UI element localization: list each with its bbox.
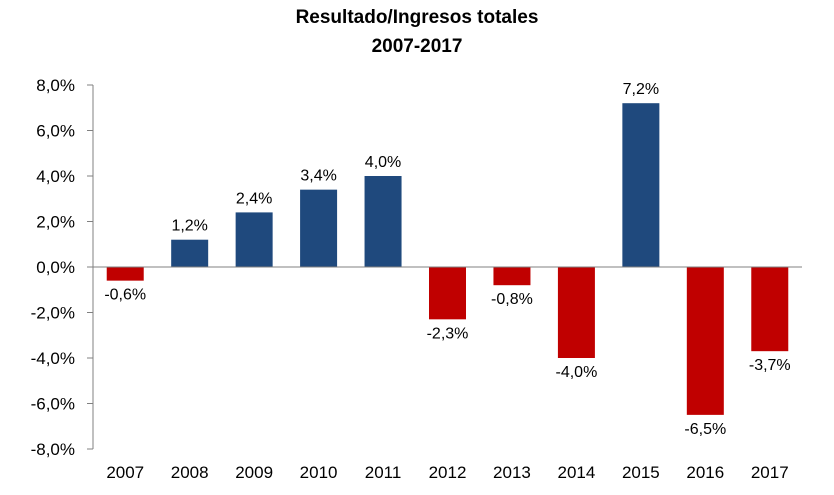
bar <box>300 189 338 267</box>
x-tick-label: 2009 <box>235 463 273 482</box>
x-tick-label: 2017 <box>751 463 789 482</box>
x-tick-label: 2016 <box>686 463 724 482</box>
x-tick-label: 2015 <box>622 463 660 482</box>
data-label: -0,6% <box>104 287 146 304</box>
y-tick-label: 2,0% <box>36 213 75 232</box>
x-tick-label: 2013 <box>493 463 531 482</box>
data-label: 4,0% <box>365 154 401 171</box>
y-tick-label: 8,0% <box>36 76 75 95</box>
data-label: -3,7% <box>749 357 791 374</box>
bar <box>557 267 595 358</box>
data-labels: -0,6% 1,2% 2,4% 3,4% 4,0% -2,3% -0,8% -4,0% 7,2%… <box>104 81 790 438</box>
y-tick-label: -6,0% <box>31 395 75 414</box>
data-label: -0,8% <box>491 291 533 308</box>
bar <box>171 239 209 267</box>
y-axis-ticks: 8,0% 6,0% 4,0% 2,0% 0,0% -2,0% -4,0% -6,0% -8,0% <box>31 76 93 459</box>
x-tick-label: 2007 <box>106 463 144 482</box>
chart-title: Resultado/Ingresos totales <box>296 7 539 28</box>
y-tick-label: 4,0% <box>36 167 75 186</box>
data-label: 1,2% <box>171 218 207 235</box>
data-label: 3,4% <box>300 168 336 185</box>
data-label: 7,2% <box>623 81 659 98</box>
x-axis-ticks: 2007 2008 2009 2010 2011 2012 2013 2014 2015 2016… <box>106 463 788 482</box>
bar <box>686 267 724 415</box>
data-label: -4,0% <box>556 364 598 381</box>
x-tick-label: 2008 <box>171 463 209 482</box>
bar <box>493 267 531 286</box>
chart-subtitle: 2007-2017 <box>372 36 463 57</box>
data-label: 2,4% <box>236 190 272 207</box>
y-tick-label: -8,0% <box>31 440 75 459</box>
bars <box>106 103 789 415</box>
y-tick-label: -2,0% <box>31 304 75 323</box>
x-tick-label: 2011 <box>365 463 402 482</box>
data-label: -2,3% <box>427 325 469 342</box>
data-label: -6,5% <box>684 421 726 438</box>
y-tick-label: 6,0% <box>36 122 75 141</box>
x-tick-label: 2012 <box>429 463 467 482</box>
y-tick-label: -4,0% <box>31 349 75 368</box>
bar <box>622 103 660 267</box>
bar <box>364 176 402 267</box>
bar <box>106 267 144 281</box>
bar <box>429 267 466 320</box>
x-tick-label: 2014 <box>557 463 595 482</box>
bar <box>235 212 273 267</box>
bar <box>751 267 789 352</box>
x-tick-label: 2010 <box>300 463 338 482</box>
y-tick-label: 0,0% <box>36 258 75 277</box>
